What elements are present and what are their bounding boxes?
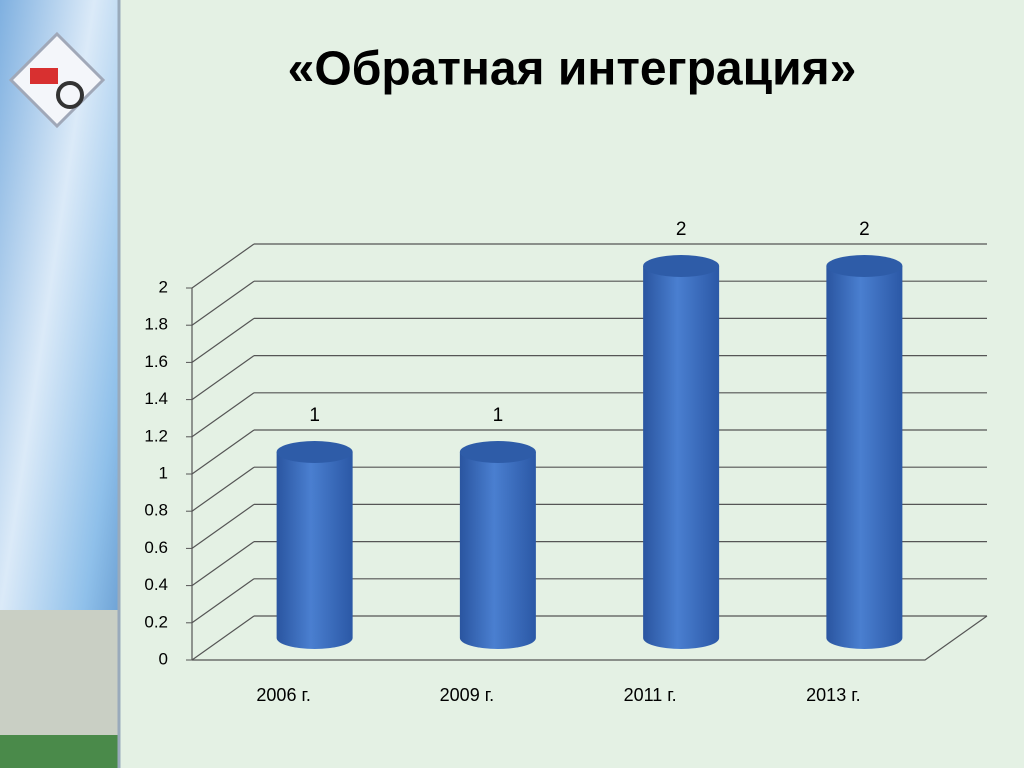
x-tick-label: 2006 г.: [256, 685, 310, 705]
bar-top: [826, 255, 903, 277]
bar: [459, 452, 536, 649]
y-tick-label: 2: [159, 277, 168, 296]
y-tick-label: 1.2: [144, 426, 168, 445]
logo-icon: [30, 68, 58, 84]
data-label: 1: [493, 405, 504, 426]
grid-line: [191, 541, 255, 587]
grid-line: [191, 466, 255, 512]
bar: [276, 452, 353, 649]
grid-line: [191, 392, 255, 438]
grid-line: [191, 243, 255, 289]
grid-line: [191, 317, 255, 363]
y-tick-label: 1.8: [144, 315, 168, 334]
grid-line: [191, 355, 255, 401]
y-tick-label: 0.2: [144, 612, 168, 631]
bar-top: [459, 441, 536, 463]
grid-line: [191, 429, 255, 475]
grid-line: [191, 578, 255, 624]
chart-title: «Обратная интеграция»: [288, 43, 857, 96]
y-tick-label: 0.4: [144, 575, 168, 594]
bar-top: [276, 441, 353, 463]
data-label: 2: [676, 219, 687, 240]
lawn: [0, 735, 118, 768]
floor: [192, 615, 988, 661]
x-tick-label: 2013 г.: [806, 685, 860, 705]
data-label: 1: [309, 405, 320, 426]
x-tick-label: 2009 г.: [440, 685, 494, 705]
y-tick-label: 1: [159, 463, 168, 482]
bar-top: [643, 255, 720, 277]
grid-line: [191, 615, 255, 661]
bar: [826, 266, 903, 649]
y-tick-label: 1.4: [144, 389, 168, 408]
bar: [643, 266, 720, 649]
grid-line: [191, 280, 255, 326]
y-tick-label: 0.6: [144, 538, 168, 557]
y-tick-label: 0.8: [144, 501, 168, 520]
y-tick-label: 0: [159, 649, 168, 668]
x-tick-label: 2011 г.: [624, 685, 677, 705]
grid-line: [191, 503, 255, 549]
data-label: 2: [859, 219, 870, 240]
logo-icon: [56, 81, 84, 109]
y-tick-label: 1.6: [144, 352, 168, 371]
